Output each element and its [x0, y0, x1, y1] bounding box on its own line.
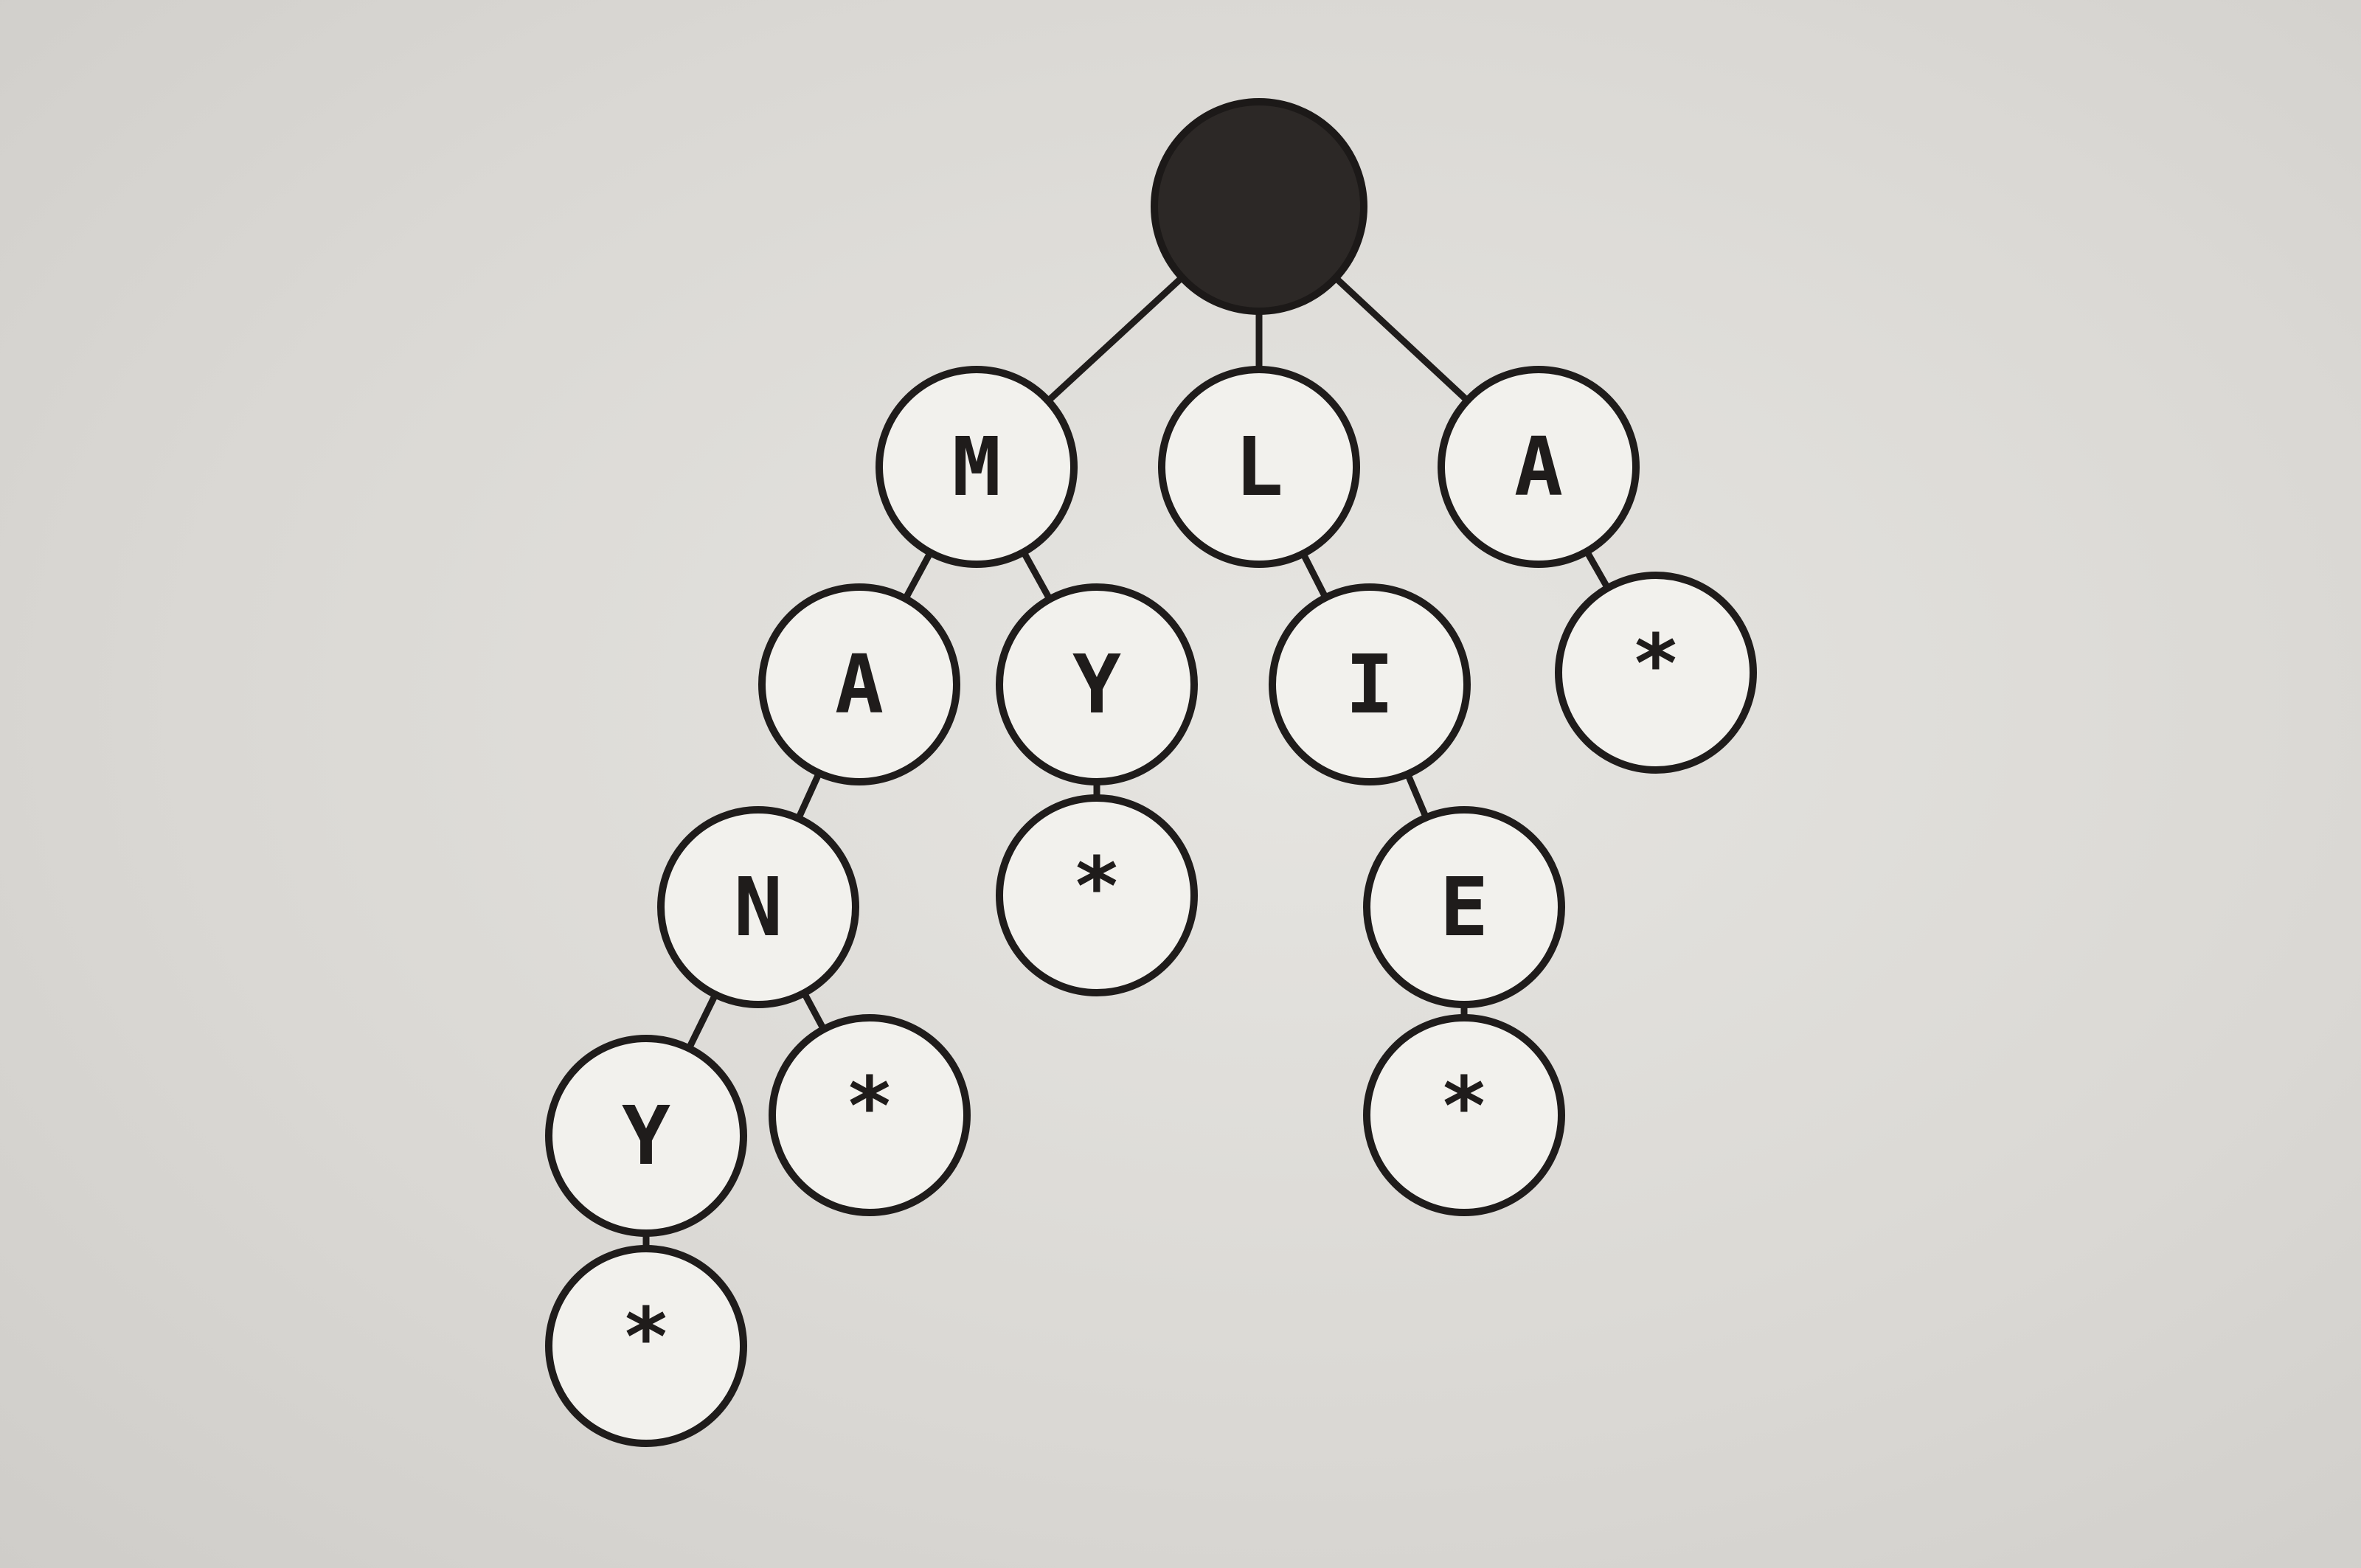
node-label: *: [622, 1290, 670, 1384]
trie-node: L: [1158, 366, 1360, 568]
node-label: *: [1440, 1059, 1488, 1154]
trie-node: Y: [545, 1035, 747, 1237]
node-label: A: [1514, 420, 1563, 514]
end-marker-node: *: [545, 1245, 747, 1447]
node-circle: [758, 583, 960, 785]
node-label: M: [952, 420, 1001, 514]
node-circle: [996, 583, 1198, 785]
trie-node: I: [1269, 583, 1471, 785]
edge-l-l_i: [1300, 550, 1329, 601]
edge-m-m_y: [1020, 549, 1053, 603]
edge-root-a1: [1332, 274, 1471, 404]
edge-l_i-l_i_e: [1404, 771, 1429, 821]
node-circle: [657, 806, 859, 1008]
node-label: A: [835, 637, 884, 732]
edge-m_a-m_a_n: [795, 769, 822, 822]
node-circle: [1363, 1014, 1565, 1216]
node-circle: [769, 1014, 971, 1216]
node-circle: [1438, 366, 1640, 568]
node-circle: [1363, 806, 1565, 1008]
node-circle: [1269, 583, 1471, 785]
node-circle: [545, 1245, 747, 1447]
trie-node: Y: [996, 583, 1198, 785]
node-label: I: [1345, 637, 1394, 732]
node-label: Y: [1072, 637, 1121, 732]
root-node-circle: [1151, 98, 1367, 315]
trie-node: A: [1438, 366, 1640, 568]
node-label: *: [845, 1059, 894, 1154]
node-label: Y: [622, 1089, 670, 1183]
trie-nodes: M L A A Y I * N * E Y * * *: [545, 98, 1757, 1447]
end-marker-node: *: [769, 1014, 971, 1216]
end-marker-node: *: [1363, 1014, 1565, 1216]
end-marker-node: *: [996, 794, 1198, 996]
trie-node: A: [758, 583, 960, 785]
node-label: E: [1440, 860, 1488, 954]
node-circle: [996, 794, 1198, 996]
node-label: L: [1235, 420, 1283, 514]
trie-node: M: [876, 366, 1078, 568]
node-label: *: [1632, 617, 1680, 711]
node-circle: [1555, 572, 1757, 774]
trie-node: N: [657, 806, 859, 1008]
node-label: *: [1072, 839, 1121, 934]
node-circle: [1158, 366, 1360, 568]
edge-root-m: [1044, 274, 1186, 405]
end-marker-node: *: [1555, 572, 1757, 774]
node-circle: [876, 366, 1078, 568]
edge-m_a_n-m_a_n_end: [800, 989, 828, 1033]
root-node: [1151, 98, 1367, 315]
node-label: N: [734, 860, 783, 954]
edge-m-m_a: [902, 549, 934, 603]
edge-a1-a1_end: [1583, 548, 1612, 592]
trie-node: E: [1363, 806, 1565, 1008]
edge-m_a_n-m_a_n_y: [685, 991, 719, 1052]
node-circle: [545, 1035, 747, 1237]
